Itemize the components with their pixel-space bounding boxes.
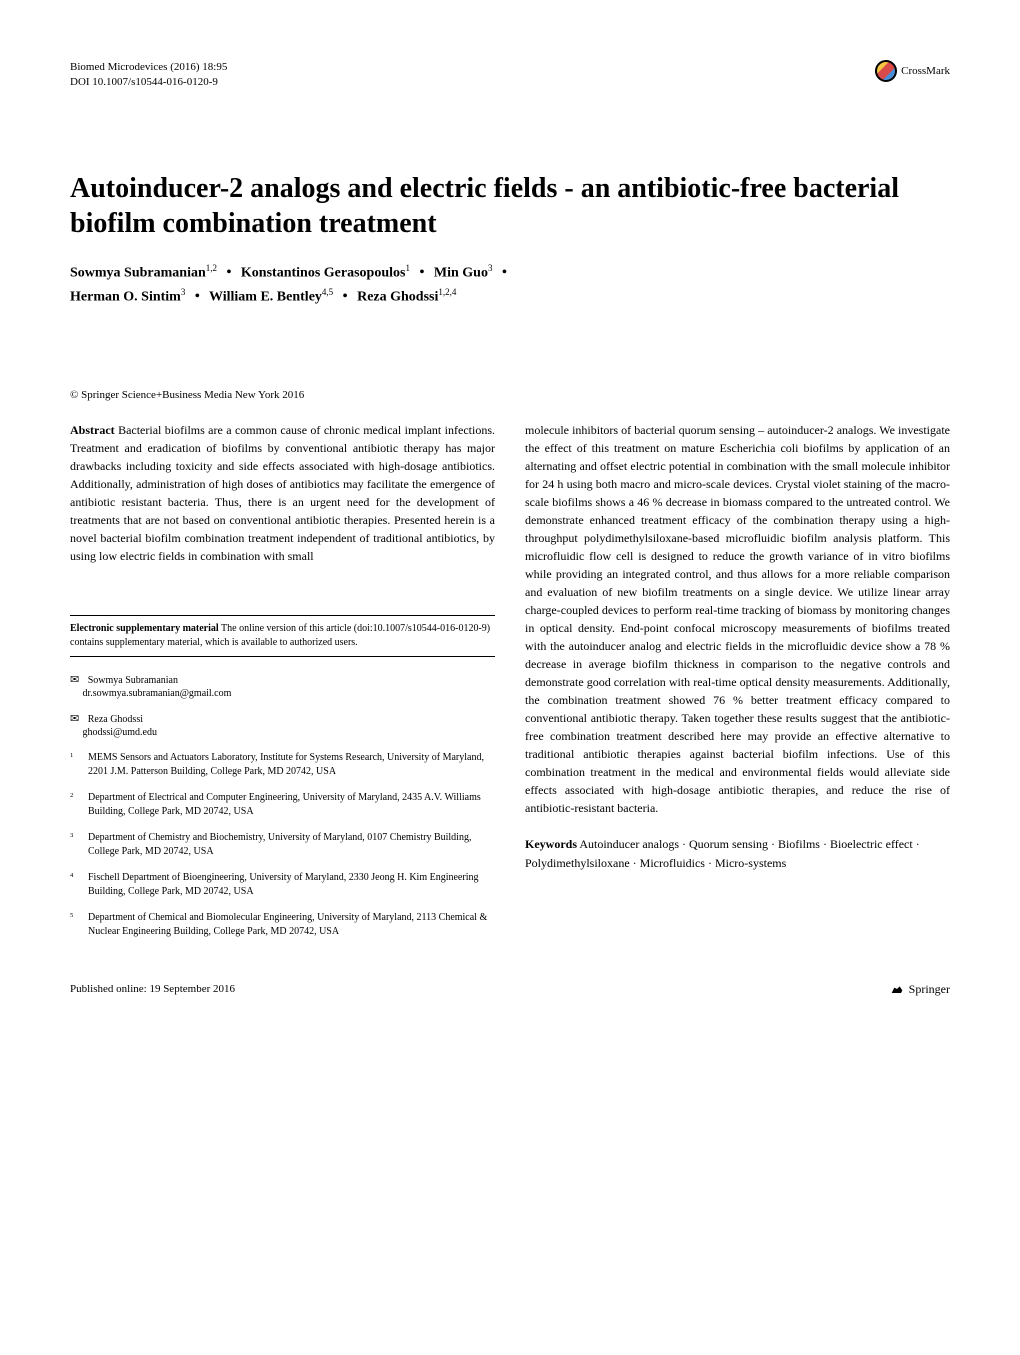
publisher-name: Springer	[909, 982, 950, 997]
affil-text: MEMS Sensors and Actuators Laboratory, I…	[88, 751, 495, 779]
affil-number: 3	[70, 831, 88, 859]
header-left: Biomed Microdevices (2016) 18:95 DOI 10.…	[70, 60, 227, 91]
corr-name: Sowmya Subramanian	[88, 675, 178, 686]
affil-text: Fischell Department of Bioengineering, U…	[88, 871, 495, 899]
corr-email: ghodssi@umd.edu	[83, 727, 158, 738]
abstract-text-right: molecule inhibitors of bacterial quorum …	[525, 421, 950, 817]
keywords-paragraph: Keywords Autoinducer analogs · Quorum se…	[525, 835, 950, 873]
author-affil-sup: 3	[181, 287, 186, 297]
separator-dot: •	[227, 265, 232, 280]
corr-email: dr.sowmya.subramanian@gmail.com	[83, 688, 232, 699]
crossmark-label: CrossMark	[901, 65, 950, 77]
published-online: Published online: 19 September 2016	[70, 983, 235, 995]
author-name: Herman O. Sintim	[70, 289, 181, 304]
affil-text: Department of Electrical and Computer En…	[88, 791, 495, 819]
separator-dot: •	[343, 289, 348, 304]
author-name: William E. Bentley	[209, 289, 322, 304]
author-affil-sup: 1	[405, 263, 410, 273]
affiliation: 4 Fischell Department of Bioengineering,…	[70, 871, 495, 899]
corr-name: Reza Ghodssi	[88, 714, 143, 725]
article-title: Autoinducer-2 analogs and electric field…	[70, 171, 950, 241]
author-affil-sup: 4,5	[322, 287, 333, 297]
affiliation: 2 Department of Electrical and Computer …	[70, 791, 495, 819]
springer-logo: Springer	[889, 981, 950, 997]
envelope-icon: ✉	[70, 713, 79, 725]
corresponding-author: ✉ Reza Ghodssi ghodssi@umd.edu	[70, 712, 495, 739]
supplementary-material: Electronic supplementary material The on…	[70, 622, 495, 657]
springer-horse-icon	[889, 981, 905, 997]
affiliation: 5 Department of Chemical and Biomolecula…	[70, 911, 495, 939]
corresponding-author: ✉ Sowmya Subramanian dr.sowmya.subramani…	[70, 673, 495, 700]
affil-text: Department of Chemical and Biomolecular …	[88, 911, 495, 939]
affil-number: 2	[70, 791, 88, 819]
keywords-label: Keywords	[525, 837, 577, 851]
abstract-text-left: Bacterial biofilms are a common cause of…	[70, 423, 495, 563]
affil-number: 5	[70, 911, 88, 939]
affiliation: 1 MEMS Sensors and Actuators Laboratory,…	[70, 751, 495, 779]
envelope-icon: ✉	[70, 674, 79, 686]
author-name: Sowmya Subramanian	[70, 265, 206, 280]
two-column-layout: Abstract Bacterial biofilms are a common…	[70, 421, 950, 952]
affiliation: 3 Department of Chemistry and Biochemist…	[70, 831, 495, 859]
separator-dot: •	[419, 265, 424, 280]
right-column: molecule inhibitors of bacterial quorum …	[525, 421, 950, 952]
copyright-line: © Springer Science+Business Media New Yo…	[70, 389, 950, 401]
abstract-paragraph: Abstract Bacterial biofilms are a common…	[70, 421, 495, 565]
journal-citation: Biomed Microdevices (2016) 18:95	[70, 60, 227, 75]
affil-text: Department of Chemistry and Biochemistry…	[88, 831, 495, 859]
doi: DOI 10.1007/s10544-016-0120-9	[70, 75, 227, 90]
abstract-label: Abstract	[70, 423, 115, 437]
author-affil-sup: 3	[488, 263, 493, 273]
separator-dot: •	[195, 289, 200, 304]
left-column: Abstract Bacterial biofilms are a common…	[70, 421, 495, 952]
author-affil-sup: 1,2	[206, 263, 217, 273]
author-affil-sup: 1,2,4	[438, 287, 456, 297]
separator-dot: •	[502, 265, 507, 280]
supp-label: Electronic supplementary material	[70, 623, 219, 634]
crossmark-badge[interactable]: CrossMark	[875, 60, 950, 82]
keywords-text: Autoinducer analogs · Quorum sensing · B…	[525, 837, 920, 870]
author-name: Min Guo	[434, 265, 488, 280]
affil-number: 4	[70, 871, 88, 899]
affil-number: 1	[70, 751, 88, 779]
authors-list: Sowmya Subramanian1,2 • Konstantinos Ger…	[70, 261, 950, 309]
crossmark-icon	[875, 60, 897, 82]
author-name: Reza Ghodssi	[357, 289, 438, 304]
divider	[70, 615, 495, 616]
header-row: Biomed Microdevices (2016) 18:95 DOI 10.…	[70, 60, 950, 91]
page-footer: Published online: 19 September 2016 Spri…	[70, 981, 950, 997]
author-name: Konstantinos Gerasopoulos	[241, 265, 406, 280]
